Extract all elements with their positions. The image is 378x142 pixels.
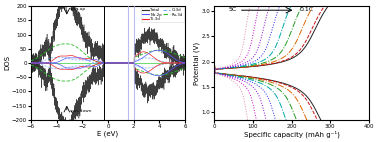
Text: spin-down: spin-down — [70, 109, 92, 113]
Text: spin-up: spin-up — [70, 7, 85, 11]
Text: 5C: 5C — [229, 7, 237, 12]
X-axis label: Specific capacity (mAh g⁻¹): Specific capacity (mAh g⁻¹) — [243, 130, 339, 138]
Legend: Total, Nb-2p, Ti-3d, O-3d, Ru-3d: Total, Nb-2p, Ti-3d, O-3d, Ru-3d — [141, 7, 184, 22]
Text: 0.1C: 0.1C — [300, 7, 314, 12]
Y-axis label: Potential (V): Potential (V) — [194, 41, 200, 84]
X-axis label: E (eV): E (eV) — [98, 130, 118, 137]
Y-axis label: DOS: DOS — [4, 56, 10, 70]
